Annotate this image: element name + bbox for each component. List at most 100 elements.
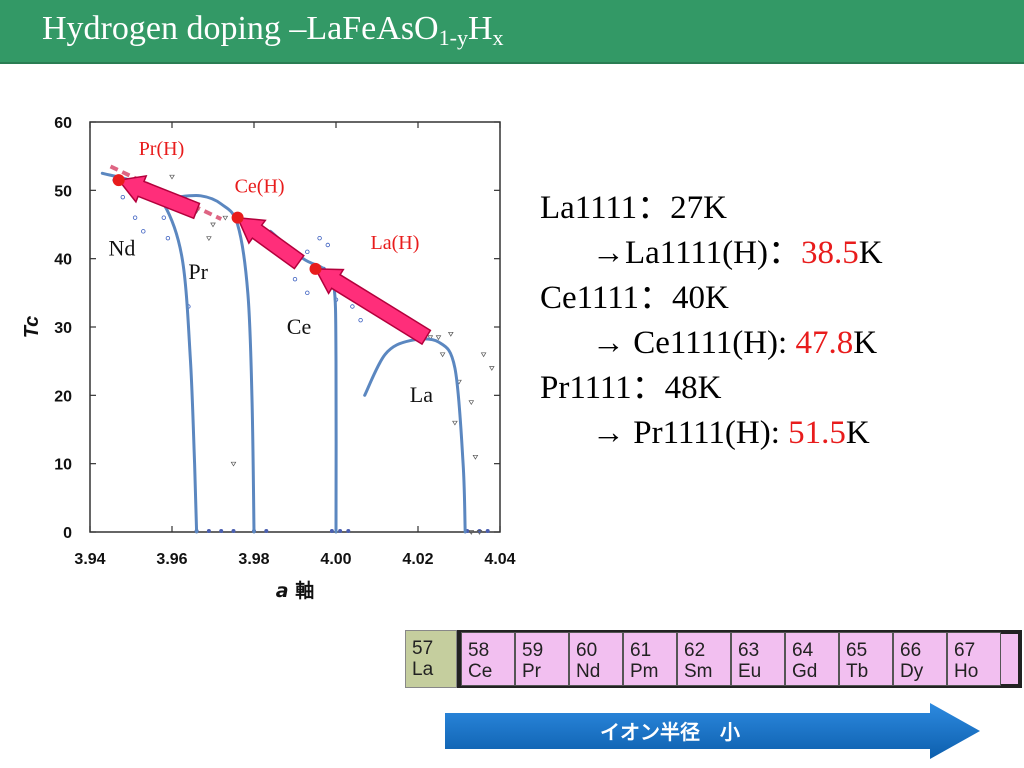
- hydrogen-shift-arrow: [314, 268, 432, 346]
- baseline-point: [231, 529, 236, 533]
- element-number: 62: [684, 640, 706, 661]
- result-text: → Ce1111(H):: [592, 325, 796, 361]
- hydrogen-point-label: La(H): [371, 232, 420, 254]
- data-point-circle: [120, 194, 125, 200]
- y-axis-label: Tc: [21, 316, 43, 339]
- data-point-circle: [292, 276, 298, 282]
- element-number: 65: [846, 640, 868, 661]
- ionic-radius-arrow: [445, 703, 980, 759]
- tc-vs-a-axis-chart: 0 10 20 30 40 50 60 3.94 3.96 3.98 4.00 4.02 4.04 a 軸…: [21, 115, 516, 602]
- element-cell-gd: 64 Gd: [785, 632, 839, 686]
- x-tick-label: 4.02: [402, 551, 433, 568]
- hydrogen-point-label: Pr(H): [139, 138, 185, 160]
- result-unit: K: [845, 415, 870, 451]
- dashed-trend-line: [109, 164, 223, 221]
- data-point-triangle: [452, 420, 458, 426]
- lanthanide-periodic-table-strip: 57 La 58 Ce 59 Pr 60 Nd 61 Pm 62 Sm 63 Eu 64 Gd 65 Tb 66 Dy…: [405, 630, 1022, 688]
- curve-label-la: La: [410, 382, 433, 407]
- element-number: 59: [522, 640, 544, 661]
- element-symbol: Dy: [900, 661, 924, 682]
- element-number: 67: [954, 640, 976, 661]
- element-cell-pm: 61 Pm: [623, 632, 677, 686]
- y-tick-label: 30: [54, 320, 72, 337]
- slide-title: Hydrogen doping –LaFeAsO1-yHx: [42, 10, 504, 51]
- data-point-circle: [132, 215, 138, 220]
- baseline-point: [338, 529, 343, 533]
- data-point-circle: [350, 304, 355, 309]
- element-symbol: Eu: [738, 661, 762, 682]
- element-symbol: Pm: [630, 661, 659, 682]
- data-point-triangle: [480, 352, 487, 358]
- data-point-triangle: [476, 530, 483, 535]
- hydrogen-point-ceh: [231, 211, 244, 224]
- data-point-circle: [305, 249, 310, 255]
- element-number: 57: [412, 638, 434, 659]
- element-symbol: Ho: [954, 661, 979, 682]
- data-point-triangle: [447, 331, 454, 337]
- result-unit: K: [853, 325, 878, 361]
- element-cell-la: 57 La: [405, 630, 457, 688]
- element-symbol: Nd: [576, 661, 601, 682]
- title-mid: H: [467, 10, 493, 47]
- curve-label-ce: Ce: [287, 314, 311, 339]
- baseline-point: [346, 529, 351, 533]
- data-point-circle: [358, 317, 363, 323]
- result-text: → Pr1111(H):: [592, 415, 789, 451]
- data-point-circle: [317, 235, 322, 241]
- result-line: La1111：27K: [540, 186, 883, 231]
- y-tick-label: 0: [63, 525, 72, 542]
- data-point-triangle: [468, 530, 475, 535]
- data-point-circle: [141, 229, 146, 234]
- element-cell-ce: 58 Ce: [461, 632, 515, 686]
- hydrogen-point-lah: [309, 262, 322, 275]
- curve-label-nd: Nd: [108, 235, 135, 260]
- tc-curve-pr: [174, 194, 256, 534]
- element-cell-dy: 66 Dy: [893, 632, 947, 686]
- result-text: La1111：27K: [540, 190, 727, 226]
- x-tick-label: 4.00: [320, 551, 351, 568]
- element-number: 58: [468, 640, 490, 661]
- data-point-circle: [305, 290, 310, 296]
- element-cell-eu: 63 Eu: [731, 632, 785, 686]
- result-unit: K: [858, 235, 883, 271]
- result-text: →La1111(H)：: [592, 235, 801, 271]
- x-tick-label: 3.96: [156, 551, 187, 568]
- curve-label-pr: Pr: [188, 259, 208, 284]
- element-symbol: Gd: [792, 661, 818, 682]
- data-point-triangle: [222, 215, 229, 221]
- data-point-triangle: [210, 222, 216, 228]
- data-point-triangle: [488, 366, 495, 371]
- element-symbol: La: [412, 659, 434, 680]
- result-line: Ce1111：40K: [540, 276, 883, 321]
- baseline-point: [329, 529, 334, 533]
- x-tick-label: 3.98: [238, 551, 269, 568]
- element-number: 63: [738, 640, 760, 661]
- element-cell-nd: 60 Nd: [569, 632, 623, 686]
- element-cell-ho: 67 Ho: [947, 632, 1001, 686]
- result-value: 47.8: [795, 325, 854, 361]
- y-tick-label: 40: [54, 252, 72, 269]
- hydrogen-shift-arrow: [117, 174, 201, 220]
- title-subscript-2: x: [492, 25, 504, 50]
- tc-curve-la: [363, 337, 467, 534]
- data-point-triangle: [468, 400, 475, 406]
- element-number: 66: [900, 640, 922, 661]
- baseline-point: [264, 529, 269, 533]
- title-bar: Hydrogen doping –LaFeAsO1-yHx: [0, 0, 1024, 64]
- result-line: →La1111(H)：38.5K: [540, 231, 883, 276]
- data-point-triangle: [435, 335, 442, 341]
- results-list: La1111：27K →La1111(H)：38.5K Ce1111：40K → Ce…: [540, 186, 883, 456]
- data-point-triangle: [206, 236, 212, 242]
- hydrogen-point-prh: [112, 174, 125, 187]
- x-tick-label: 3.94: [74, 551, 105, 568]
- element-symbol: Tb: [846, 661, 869, 682]
- data-point-circle: [325, 242, 330, 248]
- result-line: → Ce1111(H): 47.8K: [540, 321, 883, 366]
- data-point-circle: [165, 235, 171, 241]
- element-number: 60: [576, 640, 598, 661]
- element-cell-pr: 59 Pr: [515, 632, 569, 686]
- baseline-point: [206, 529, 211, 533]
- element-symbol: Ce: [468, 661, 493, 682]
- data-point-triangle: [472, 454, 479, 460]
- result-text: Pr1111：48K: [540, 370, 722, 406]
